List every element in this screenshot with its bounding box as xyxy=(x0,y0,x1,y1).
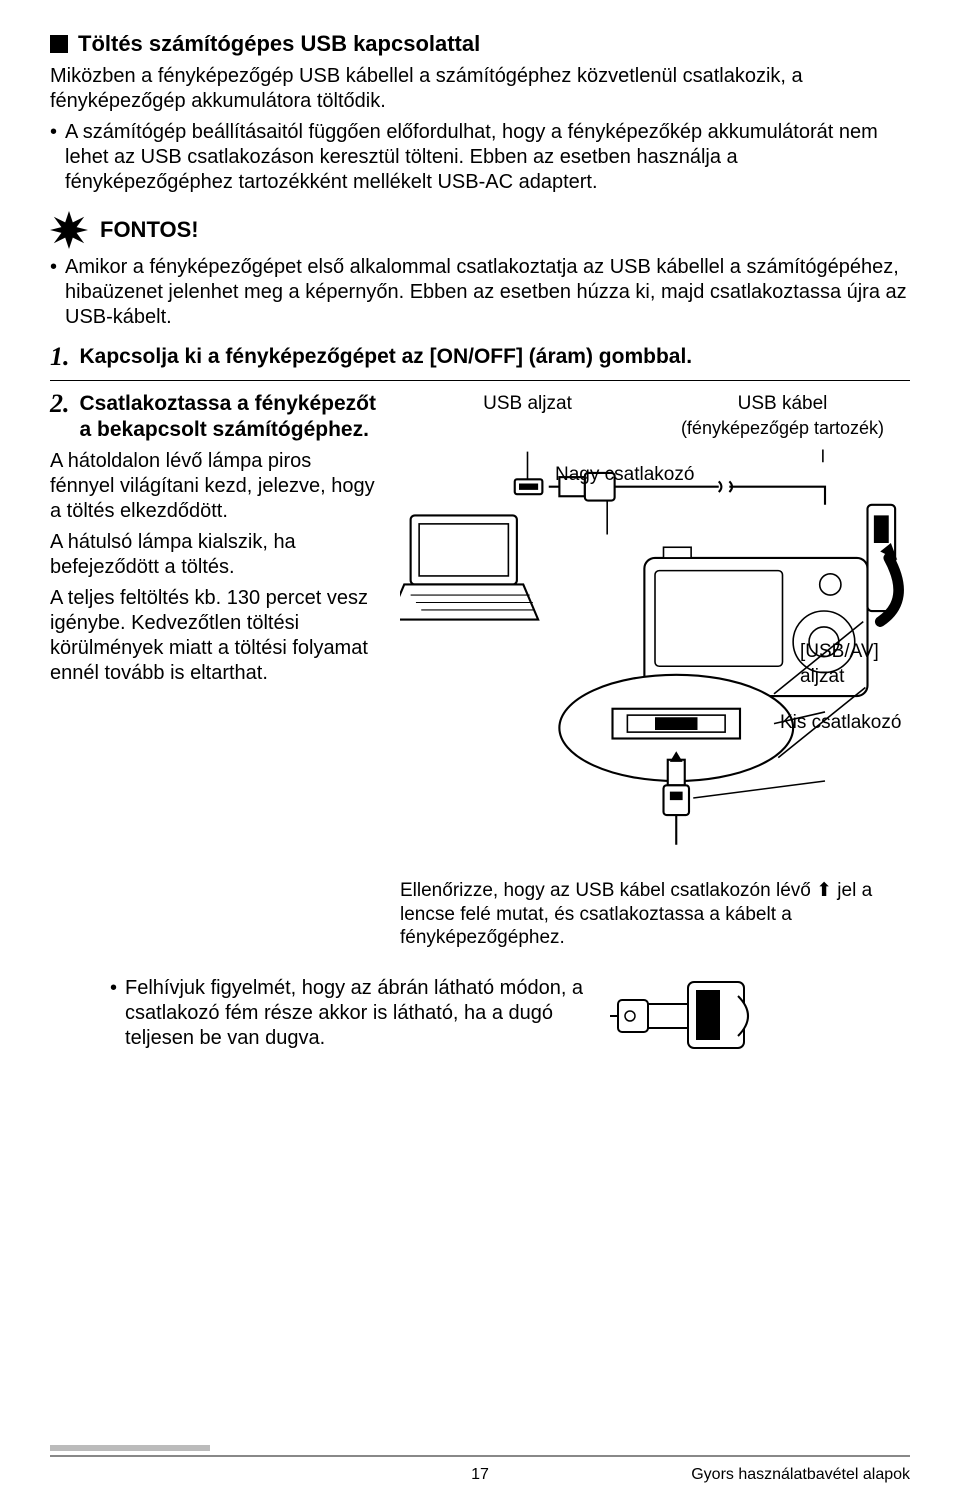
step-2-body-b: A hátulsó lámpa kialszik, ha befejeződöt… xyxy=(50,530,380,580)
diag-label-usb-kabel-sub: (fényképezőgép tartozék) xyxy=(681,418,884,438)
bullet-dot-icon: • xyxy=(50,255,57,330)
step-2-number: 2. xyxy=(50,391,70,444)
intro-text: Miközben a fényképezőgép USB kábellel a … xyxy=(50,64,910,114)
diag-label-usb-aljzat: USB aljzat xyxy=(483,393,572,414)
diag-label-nagy: Nagy csatlakozó xyxy=(555,463,694,487)
port-cover-icon xyxy=(868,505,899,622)
usb-plug-mini-icon xyxy=(664,751,690,845)
note-bullet: • Felhívjuk figyelmét, hogy az ábrán lát… xyxy=(110,976,750,1056)
section-heading: Töltés számítógépes USB kapcsolattal xyxy=(50,30,910,58)
diag-label-usb-kabel: USB kábel xyxy=(738,393,828,414)
step-2-body-a: A hátoldalon lévő lámpa piros fénnyel vi… xyxy=(50,449,380,524)
bullet-dot-icon: • xyxy=(110,976,117,1056)
diagram-caption: Ellenőrizze, hogy az USB kábel csatlakoz… xyxy=(400,879,910,950)
footer-accent-bar xyxy=(50,1445,210,1451)
usb-diagram: USB aljzat USB kábel (fényképezőgép tart… xyxy=(400,391,910,950)
note-text: Felhívjuk figyelmét, hogy az ábrán látha… xyxy=(125,976,602,1056)
bullet-dot-icon: • xyxy=(50,120,57,195)
square-bullet-icon xyxy=(50,35,68,53)
laptop-icon xyxy=(400,515,538,619)
important-bullet-text: Amikor a fényképezőgépet első alkalommal… xyxy=(65,255,910,330)
plug-inset-icon xyxy=(610,976,750,1056)
step-1-title: Kapcsolja ki a fényképezőgépet az [ON/OF… xyxy=(80,344,693,370)
step-2: 2. Csatlakoztassa a fényképezőt a bekapc… xyxy=(50,391,380,444)
diag-label-kis: Kis csatlakozó xyxy=(780,711,901,735)
starburst-icon xyxy=(50,211,88,249)
step-2-title: Csatlakoztassa a fényképezőt a bekapcsol… xyxy=(80,391,381,444)
step-1-number: 1. xyxy=(50,344,70,370)
footer-section: Gyors használatbavétel alapok xyxy=(623,1465,910,1485)
page-footer: 17 Gyors használatbavétel alapok xyxy=(50,1455,910,1485)
diag-label-usbav-b: aljzat xyxy=(800,666,844,687)
divider xyxy=(50,380,910,381)
diag-label-usbav-a: [USB/AV] xyxy=(800,641,879,662)
page-number: 17 xyxy=(337,1465,624,1485)
step-1: 1. Kapcsolja ki a fényképezőgépet az [ON… xyxy=(50,344,910,370)
step-2-body-c: A teljes feltöltés kb. 130 percet vesz i… xyxy=(50,586,380,686)
intro-bullet: • A számítógép beállításaitól függően el… xyxy=(50,120,910,195)
section-title: Töltés számítógépes USB kapcsolattal xyxy=(78,30,480,58)
important-label: FONTOS! xyxy=(100,216,199,244)
important-bullet: • Amikor a fényképezőgépet első alkalomm… xyxy=(50,255,910,330)
intro-bullet-text: A számítógép beállításaitól függően előf… xyxy=(65,120,910,195)
important-box: FONTOS! xyxy=(50,211,910,249)
